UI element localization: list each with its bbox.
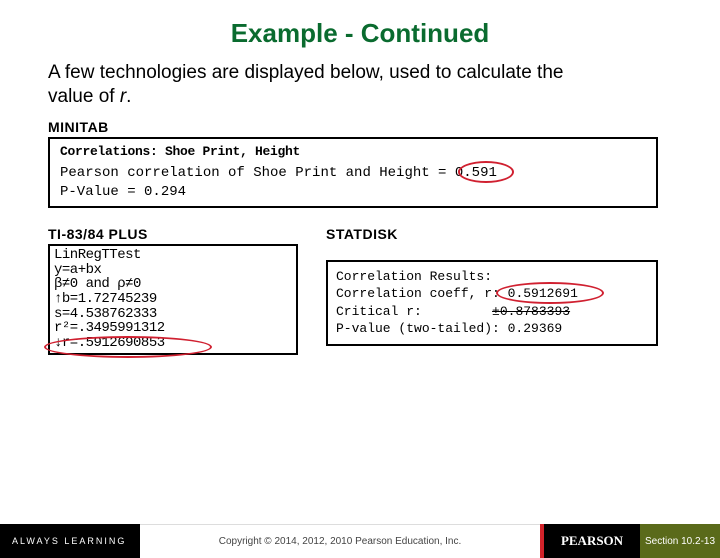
footer-copyright-box: Copyright © 2014, 2012, 2010 Pearson Edu…	[140, 524, 540, 558]
minitab-line1-pre: Pearson correlation of Shoe Print and He…	[60, 165, 455, 181]
ti-line-4: s=4.538762333	[54, 307, 292, 322]
statdisk-output-box: Correlation Results: Correlation coeff, …	[326, 260, 658, 346]
statdisk-coeff-line: Correlation coeff, r: 0.5912691	[336, 285, 648, 303]
minitab-heading: Correlations: Shoe Print, Height	[60, 143, 646, 161]
statdisk-coeff-val: r: 0.5912691	[484, 286, 578, 301]
statdisk-pval-line: P-value (two-tailed): 0.29369	[336, 320, 648, 338]
footer-copyright: Copyright © 2014, 2012, 2010 Pearson Edu…	[219, 536, 462, 547]
footer-tagline: ALWAYS LEARNING	[12, 536, 126, 546]
minitab-output-box: Correlations: Shoe Print, Height Pearson…	[48, 137, 658, 208]
footer-right: PEARSON Section 10.2-13	[540, 524, 720, 558]
slide-title: Example - Continued	[0, 18, 720, 49]
ti-output-box: LinRegTTest y=a+bx β≠0 and ρ≠0 ↑b=1.7274…	[48, 244, 298, 355]
row-2: TI-83/84 PLUS LinRegTTest y=a+bx β≠0 and…	[48, 226, 658, 355]
minitab-line1-val: 0.591	[455, 165, 497, 181]
ti-label: TI-83/84 PLUS	[48, 226, 298, 242]
statdisk-crit-line: Critical r: ±0.8783393	[336, 303, 648, 321]
statdisk-line-0: Correlation Results:	[336, 268, 648, 286]
footer-bar: ALWAYS LEARNING Copyright © 2014, 2012, …	[0, 524, 720, 558]
minitab-line-2: P-Value = 0.294	[60, 183, 646, 202]
minitab-label: MINITAB	[48, 119, 658, 135]
ti-line-3: ↑b=1.72745239	[54, 292, 292, 307]
statdisk-crit-val: ±0.8783393	[492, 304, 570, 319]
intro-text: A few technologies are displayed below, …	[48, 61, 588, 109]
intro-suffix: .	[126, 86, 131, 107]
statdisk-label: STATDISK	[326, 226, 658, 242]
content-area: MINITAB Correlations: Shoe Print, Height…	[48, 119, 658, 355]
statdisk-coeff-label: Correlation coeff,	[336, 286, 476, 301]
footer-brand: PEARSON	[540, 524, 640, 558]
ti-line-6: ↓r=.5912690853	[54, 336, 292, 351]
ti-line-1: y=a+bx	[54, 263, 292, 278]
statdisk-group: STATDISK Correlation Results: Correlatio…	[326, 226, 658, 355]
ti-line-5: r²=.3495991312	[54, 321, 292, 336]
ti-line-2: β≠0 and ρ≠0	[54, 277, 292, 292]
ti-line-0: LinRegTTest	[54, 248, 292, 263]
ti-group: TI-83/84 PLUS LinRegTTest y=a+bx β≠0 and…	[48, 226, 298, 355]
minitab-line-1: Pearson correlation of Shoe Print and He…	[60, 164, 646, 183]
footer-section: Section 10.2-13	[640, 524, 720, 558]
statdisk-crit-label: Critical r:	[336, 304, 422, 319]
footer-tagline-box: ALWAYS LEARNING	[0, 524, 140, 558]
minitab-group: MINITAB Correlations: Shoe Print, Height…	[48, 119, 658, 208]
